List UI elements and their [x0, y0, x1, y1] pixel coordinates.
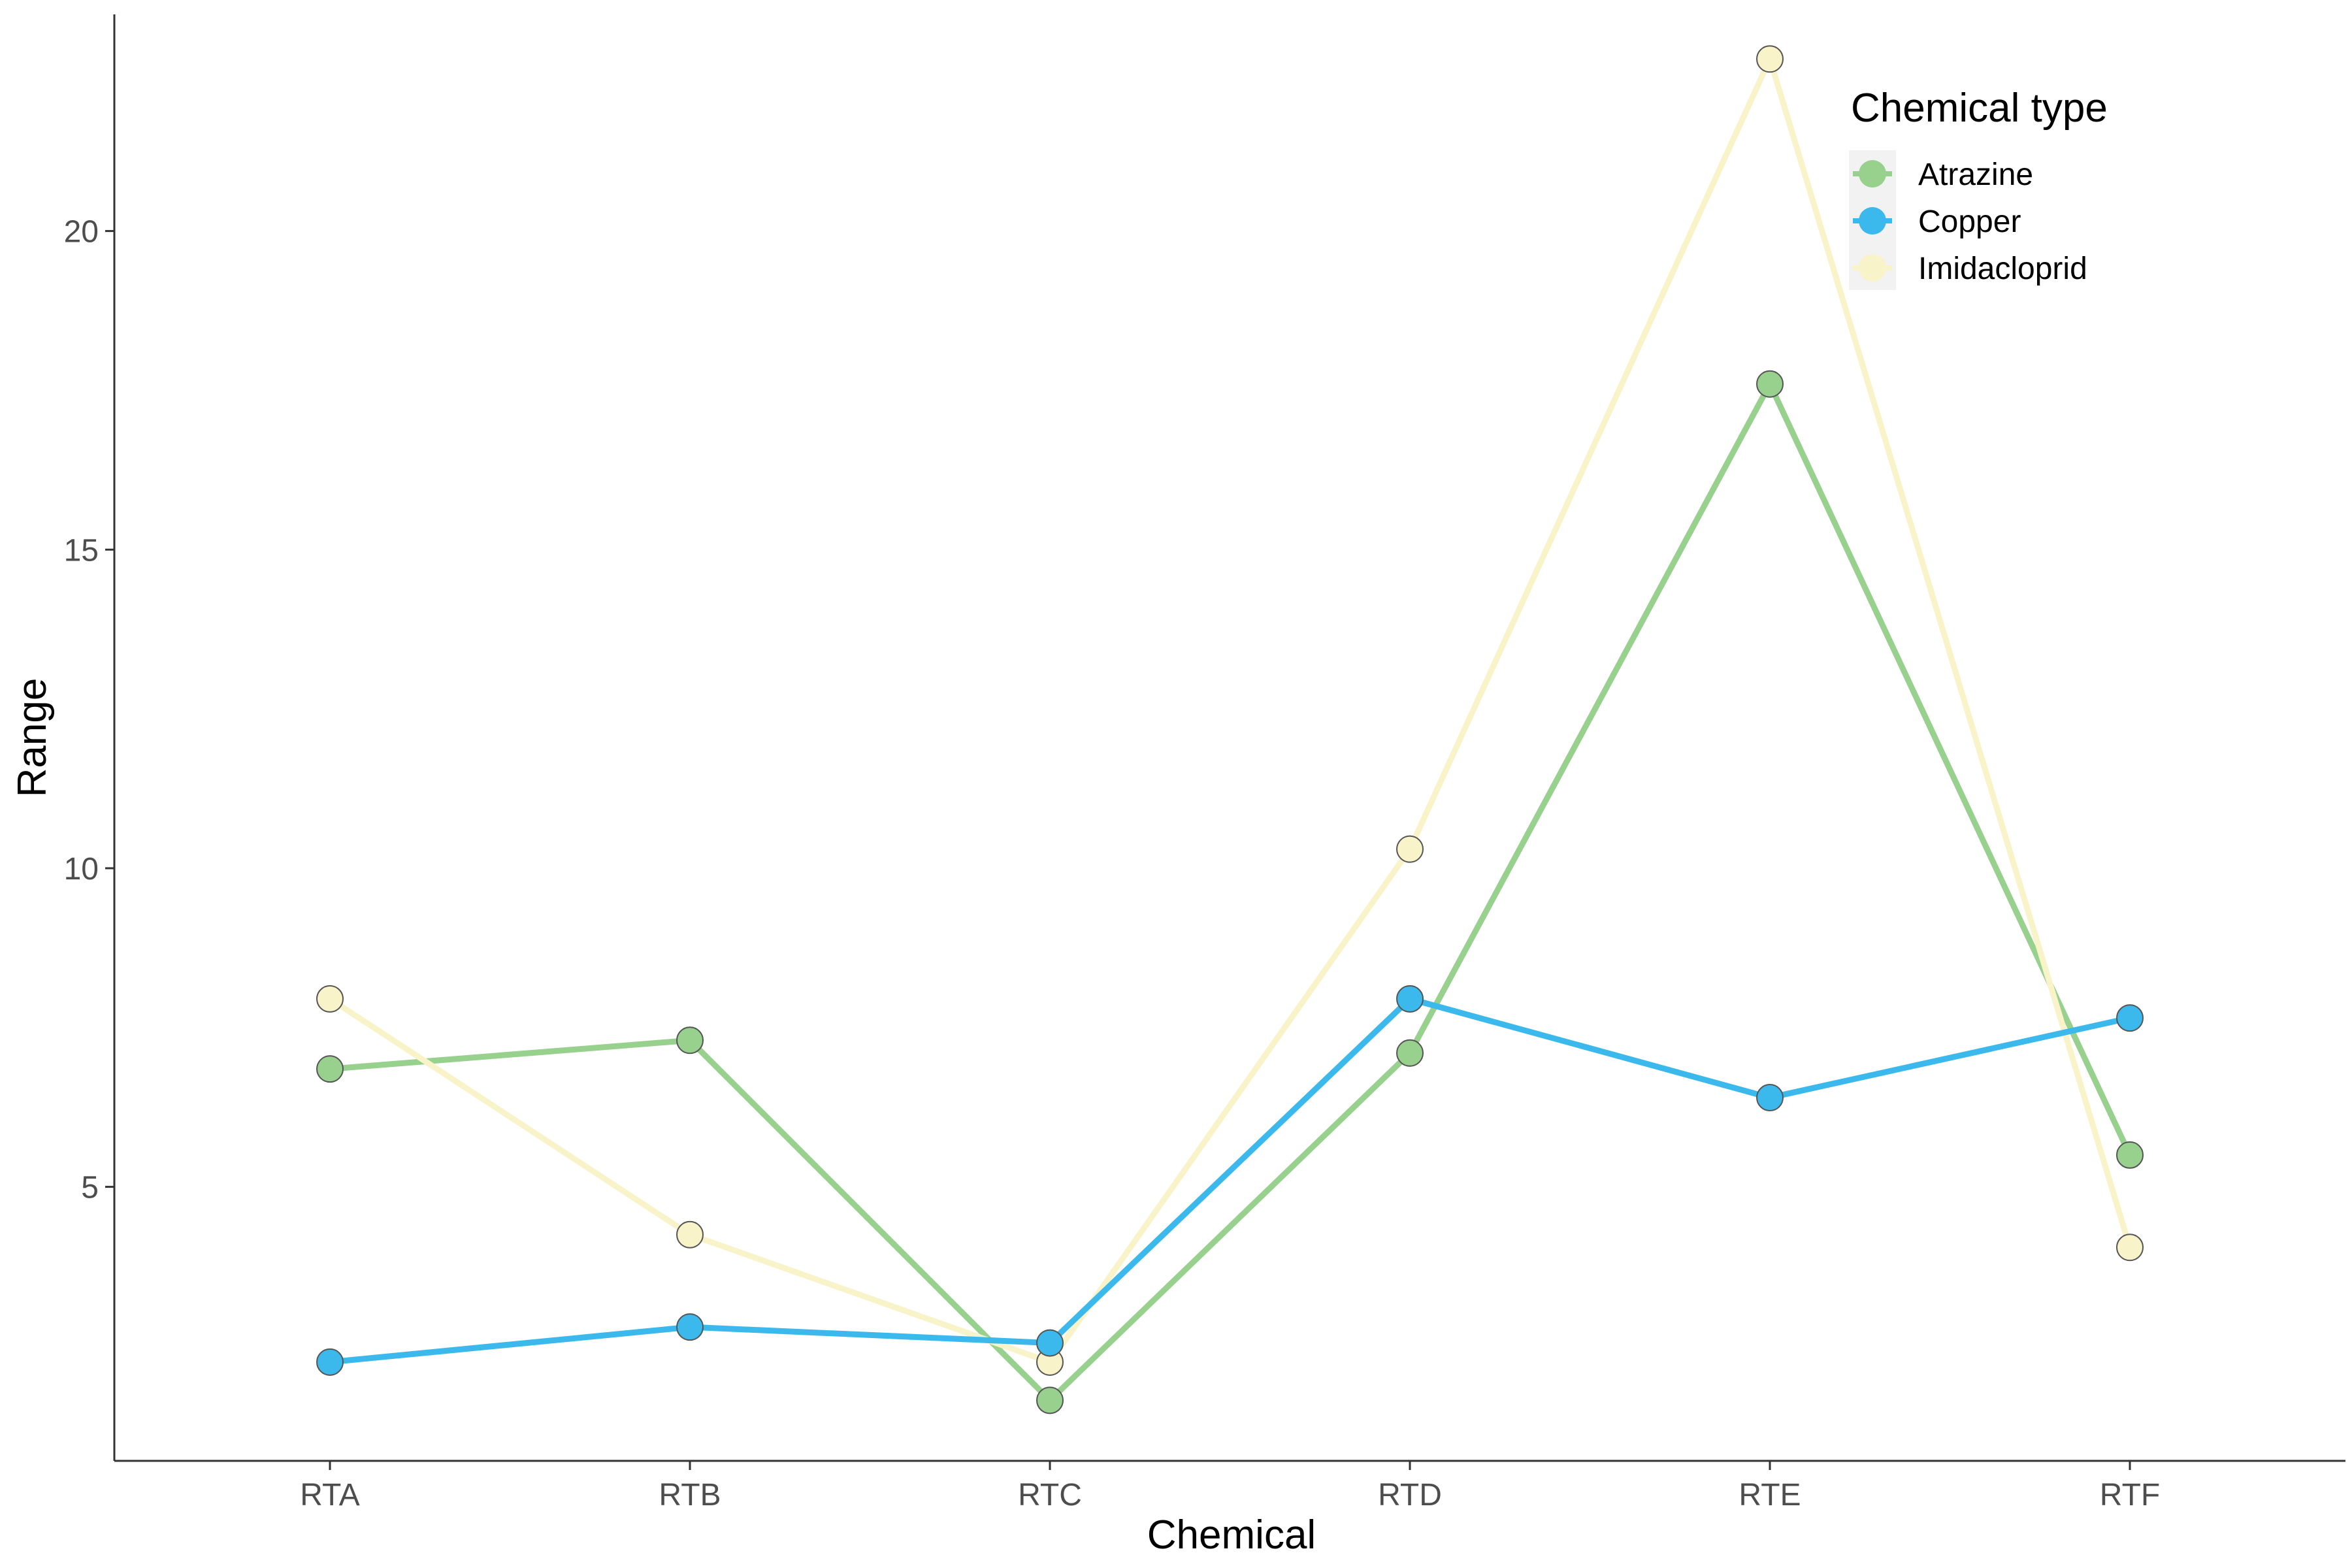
data-point — [1756, 1084, 1784, 1112]
x-tick-label: RTF — [2100, 1478, 2160, 1512]
legend-label: Copper — [1918, 204, 2021, 239]
x-tick-label: RTB — [659, 1478, 721, 1512]
legend-marker — [1859, 160, 1886, 188]
data-point — [676, 1313, 704, 1341]
series-atrazine — [316, 370, 2144, 1414]
data-point — [2116, 1141, 2144, 1169]
x-tick-label: RTC — [1018, 1478, 1082, 1512]
y-axis-title: Range — [10, 678, 55, 798]
legend-marker — [1859, 207, 1886, 235]
data-point — [316, 1055, 344, 1083]
data-point — [2116, 1004, 2144, 1032]
data-point — [1396, 985, 1424, 1013]
x-tick-label: RTD — [1378, 1478, 1442, 1512]
legend-label: Imidacloprid — [1918, 252, 2087, 286]
data-point — [1756, 45, 1784, 73]
legend-item-atrazine: Atrazine — [1853, 157, 2033, 192]
plot-area — [316, 45, 2144, 1414]
x-tick-label: RTA — [300, 1478, 360, 1512]
data-point — [316, 985, 344, 1013]
data-point — [1396, 1039, 1424, 1067]
legend-marker — [1859, 254, 1886, 282]
series-imidacloprid — [316, 45, 2144, 1376]
legend-title: Chemical type — [1851, 86, 2108, 131]
series-copper — [316, 985, 2144, 1376]
x-axis-ticks: RTA RTB RTC RTD RTE RTF — [300, 1461, 2160, 1512]
series-line-atrazine — [327, 381, 2133, 1403]
legend: Chemical type Atrazine Copper Imidacloprid — [1849, 86, 2108, 290]
data-point — [1036, 1329, 1064, 1357]
y-tick-label: 10 — [64, 852, 99, 887]
data-point — [676, 1220, 704, 1249]
legend-label: Atrazine — [1918, 157, 2033, 192]
data-point — [316, 1348, 344, 1376]
data-point — [2116, 1233, 2144, 1262]
series-line-copper — [327, 996, 2133, 1365]
y-tick-label: 15 — [64, 533, 99, 568]
y-tick-label: 20 — [64, 215, 99, 250]
x-tick-label: RTE — [1739, 1478, 1801, 1512]
y-tick-label: 5 — [81, 1171, 99, 1205]
series-line-imidacloprid — [327, 56, 2133, 1365]
data-point — [1756, 370, 1784, 398]
y-axis-ticks: 5 10 15 20 — [64, 215, 114, 1205]
data-point — [1396, 835, 1424, 863]
legend-item-copper: Copper — [1853, 204, 2021, 239]
data-point — [676, 1026, 704, 1054]
legend-item-imidacloprid: Imidacloprid — [1853, 252, 2087, 286]
data-point — [1036, 1386, 1064, 1414]
x-axis-title: Chemical — [1147, 1512, 1316, 1558]
